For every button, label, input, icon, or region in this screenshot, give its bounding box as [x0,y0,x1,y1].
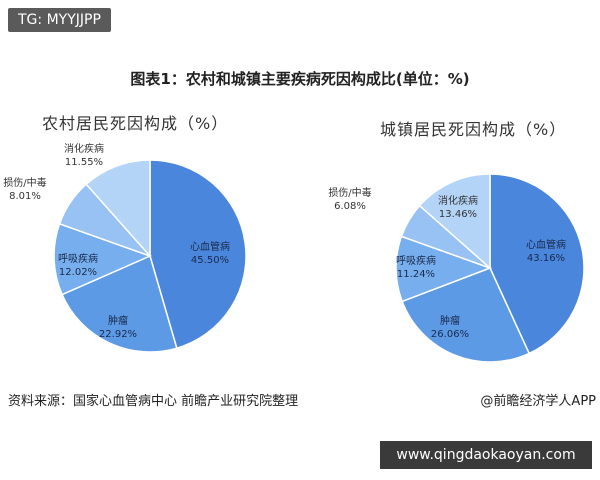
urban-label-digestive: 消化疾病 [438,194,478,207]
rural-label-injury: 损伤/中毒 [3,176,46,189]
watermark-tag: TG: MYYJJPP [8,8,111,32]
chart-figure-title: 图表1：农村和城镇主要疾病死因构成比(单位：%) [130,70,470,88]
rural-value-cardio: 45.50% [191,255,229,266]
urban-value-digestive: 13.46% [439,209,477,220]
urban-label-respiratory: 呼吸疾病 [396,254,436,267]
brand-credit: @前瞻经济学人APP [480,394,596,409]
urban-slice-cardio [489,173,585,355]
urban-value-tumor: 26.06% [431,329,469,340]
rural-label-respiratory: 呼吸疾病 [58,252,98,265]
urban-slice-tumor [401,267,531,363]
rural-slice-cardio [149,159,247,350]
rural-value-injury: 8.01% [9,191,41,202]
rural-value-digestive: 11.55% [65,157,103,168]
data-source-note: 资料来源：国家心血管病中心 前瞻产业研究院整理 [8,394,299,409]
urban-slice-digestive [418,173,491,270]
url-watermark: www.qingdaokaoyan.com [380,441,592,469]
urban-value-respiratory: 11.24% [397,269,435,280]
urban-label-cardio: 心血管病 [526,238,566,251]
rural-slice-digestive [85,159,151,258]
rural-chart-title: 农村居民死因构成（%） [42,114,229,133]
rural-label-cardio: 心血管病 [190,240,230,253]
urban-value-injury: 6.08% [334,201,366,212]
rural-label-digestive: 消化疾病 [64,142,104,155]
rural-slice-tumor [61,254,178,353]
urban-value-cardio: 43.16% [527,253,565,264]
rural-label-tumor: 肿瘤 [108,314,128,327]
urban-chart-title: 城镇居民死因构成（%） [380,120,567,139]
urban-label-tumor: 肿瘤 [440,314,460,327]
rural-value-tumor: 22.92% [99,329,137,340]
rural-slice-respiratory [53,222,153,296]
urban-slice-respiratory [395,235,493,303]
rural-value-respiratory: 12.02% [59,267,97,278]
urban-label-injury: 损伤/中毒 [328,186,371,199]
